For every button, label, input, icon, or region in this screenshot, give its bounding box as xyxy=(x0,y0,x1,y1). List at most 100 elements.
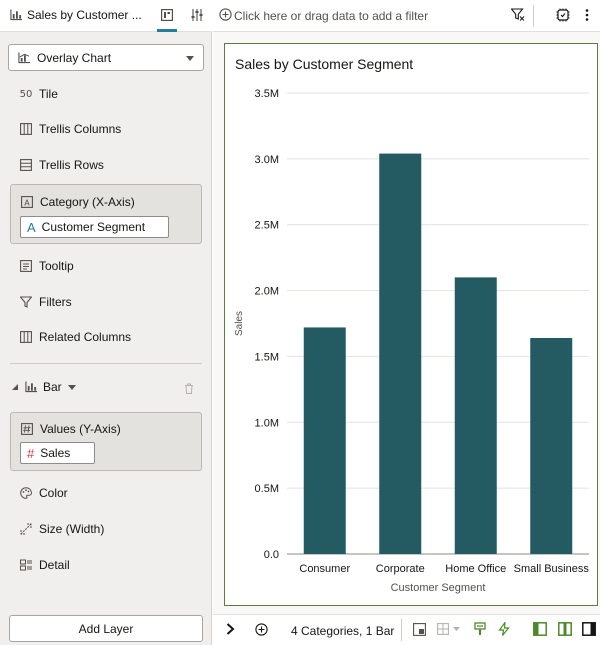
layer-menu-caret-icon[interactable] xyxy=(67,380,76,394)
bar-corporate xyxy=(379,153,422,554)
category-axis-icon: A xyxy=(21,196,33,208)
trash-icon[interactable] xyxy=(184,383,194,397)
columns-icon xyxy=(20,123,32,135)
viz-type-select[interactable]: Overlay Chart xyxy=(8,44,204,71)
expand-button[interactable] xyxy=(222,615,238,645)
category-header: A Category (X-Axis) xyxy=(21,192,135,212)
bar-consumer xyxy=(303,327,346,554)
canvas-layout-button[interactable] xyxy=(411,615,427,645)
brush-icon xyxy=(474,622,486,639)
y-tick-label: 0.5M xyxy=(255,483,279,495)
grammar-color[interactable]: Color xyxy=(20,483,68,503)
bar-chart[interactable]: 0.0 0.5M 1.0M 1.5M 2.0M 2.5M 3.0M 3.5M Consumer C… xyxy=(225,44,597,605)
y-tick-label: 3.5M xyxy=(255,88,279,100)
bar-small-business xyxy=(530,337,573,554)
values-pill[interactable]: # Sales xyxy=(20,442,95,464)
y-tick-label: 3.0M xyxy=(255,154,279,166)
filter-bar: Click here or drag data to add a filter xyxy=(213,0,600,32)
status-bar: 4 Categories, 1 Bar xyxy=(213,614,600,645)
detail-label: Detail xyxy=(39,558,70,572)
grammar-tooltip[interactable]: Tooltip xyxy=(20,256,74,276)
right-panel-toggle[interactable] xyxy=(581,615,597,645)
tile-icon: 50 xyxy=(19,88,33,100)
chevron-right-icon xyxy=(226,623,235,638)
x-tick-label: Home Office xyxy=(445,563,506,575)
collapse-icon[interactable] xyxy=(11,380,19,394)
grid-dropdown[interactable] xyxy=(434,615,464,645)
layer-name: Bar xyxy=(43,380,62,394)
chevron-down-icon xyxy=(186,56,194,61)
status-summary: 4 Categories, 1 Bar xyxy=(291,615,394,645)
more-options-button[interactable] xyxy=(577,6,597,26)
grammar-related-columns[interactable]: Related Columns xyxy=(20,327,131,347)
chart-title: Sales by Customer Segment xyxy=(235,56,414,72)
panel-divider xyxy=(10,363,202,364)
auto-apply-button[interactable] xyxy=(553,6,573,26)
filter-placeholder: Click here or drag data to add a filter xyxy=(234,9,429,23)
bar-home-office xyxy=(454,277,497,554)
grammar-icon xyxy=(161,8,174,24)
auto-refresh-button[interactable] xyxy=(496,615,512,645)
add-circle-icon xyxy=(254,622,268,639)
y-tick-label: 1.5M xyxy=(255,351,279,363)
category-pill-label: Customer Segment xyxy=(41,220,146,234)
rows-icon xyxy=(20,159,32,171)
canvas-layout-icon xyxy=(412,622,426,639)
auto-apply-icon xyxy=(556,8,570,25)
y-tick-label: 2.0M xyxy=(255,286,279,298)
category-drop-zone[interactable]: A Category (X-Axis) A Customer Segment xyxy=(10,184,202,244)
values-drop-zone[interactable]: Values (Y-Axis) # Sales xyxy=(10,412,202,471)
size-icon xyxy=(20,523,32,535)
grammar-trellis-rows[interactable]: Trellis Rows xyxy=(20,155,104,175)
x-tick-label: Consumer xyxy=(299,563,350,575)
grammar-size[interactable]: Size (Width) xyxy=(20,519,104,539)
add-canvas-button[interactable] xyxy=(252,615,270,645)
y-tick-label: 0.0 xyxy=(264,549,279,561)
toolbar-separator xyxy=(533,5,534,27)
viz-title-tab[interactable]: Sales by Customer ... xyxy=(10,0,145,30)
y-axis-title: Sales xyxy=(234,311,245,336)
canvas-area: Sales by Customer Segment 0.0 0.5M 1.0M 1.5… xyxy=(213,32,600,614)
chart-container[interactable]: Sales by Customer Segment 0.0 0.5M 1.0M 1.5… xyxy=(224,43,598,606)
grammar-panel: Sales by Customer ... Overlay Chart 50 xyxy=(0,0,212,645)
x-tick-label: Corporate xyxy=(376,563,425,575)
related-columns-label: Related Columns xyxy=(39,330,132,344)
brushing-button[interactable] xyxy=(472,615,488,645)
trellis-rows-label: Trellis Rows xyxy=(39,158,104,172)
layer-header[interactable]: Bar xyxy=(11,377,76,397)
grammar-tile[interactable]: 50 Tile xyxy=(20,84,58,104)
status-text: 4 Categories, 1 Bar xyxy=(291,623,395,638)
svg-text:A: A xyxy=(24,199,30,208)
x-axis-title: Customer Segment xyxy=(391,582,486,594)
panel-header: Sales by Customer ... xyxy=(0,0,212,32)
filters-label: Filters xyxy=(39,295,72,309)
grammar-trellis-columns[interactable]: Trellis Columns xyxy=(20,119,121,139)
grammar-filters[interactable]: Filters xyxy=(20,292,72,312)
category-pill[interactable]: A Customer Segment xyxy=(20,216,169,238)
center-panel-toggle[interactable] xyxy=(557,615,573,645)
values-axis-icon xyxy=(21,423,33,435)
y-tick-label: 2.5M xyxy=(255,220,279,232)
add-layer-button[interactable]: Add Layer xyxy=(9,615,203,642)
tab-grammar[interactable] xyxy=(155,0,179,32)
trellis-columns-label: Trellis Columns xyxy=(39,122,122,136)
filter-options-icon xyxy=(510,8,525,24)
panel-center-icon xyxy=(558,622,572,639)
more-vertical-icon xyxy=(585,8,589,24)
color-label: Color xyxy=(39,486,68,500)
add-filter-area[interactable]: Click here or drag data to add a filter xyxy=(219,0,428,32)
tab-properties[interactable] xyxy=(185,0,209,32)
text-type-icon: A xyxy=(27,219,36,235)
viz-title: Sales by Customer ... xyxy=(27,8,142,22)
left-panel-toggle[interactable] xyxy=(532,615,548,645)
filter-options-button[interactable] xyxy=(508,6,528,26)
overlay-chart-icon xyxy=(18,51,30,64)
number-type-icon: # xyxy=(27,445,35,461)
tooltip-icon xyxy=(20,260,32,272)
viz-type-label: Overlay Chart xyxy=(37,50,112,65)
filter-icon xyxy=(20,296,32,308)
grammar-detail[interactable]: Detail xyxy=(20,555,70,575)
related-columns-icon xyxy=(20,331,32,343)
status-separator xyxy=(401,619,402,641)
